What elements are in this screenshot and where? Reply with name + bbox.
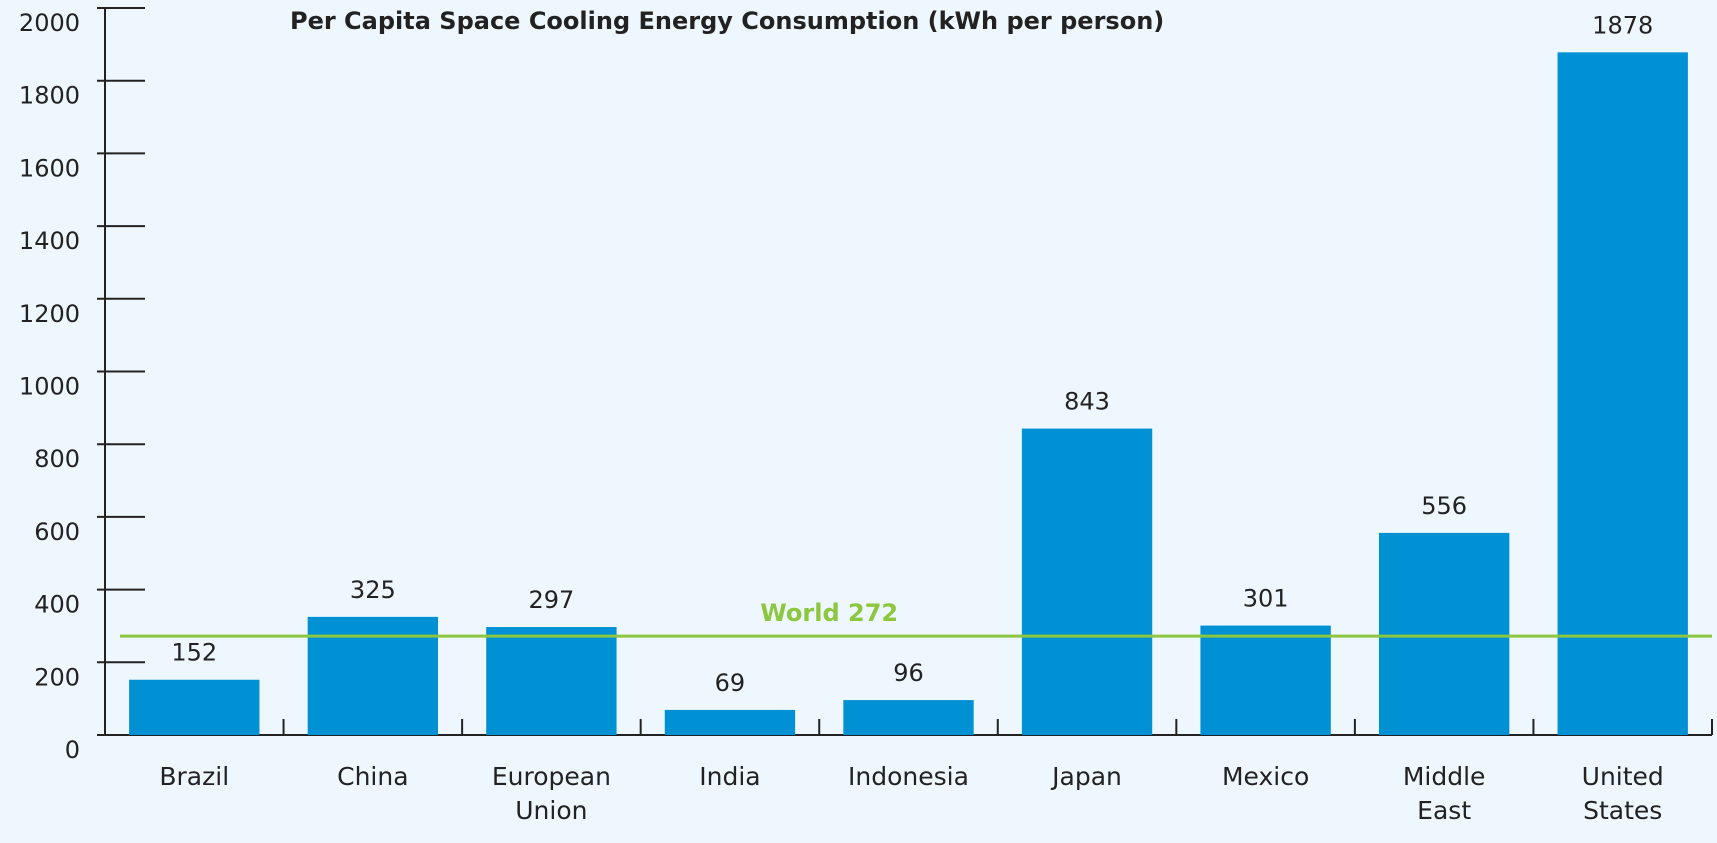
x-tick-label: United States — [1581, 762, 1664, 825]
value-label: 843 — [1064, 388, 1110, 416]
x-tick-label: Indonesia — [848, 762, 969, 791]
y-tick-label: 1800 — [19, 82, 80, 110]
x-tick-label: India — [699, 762, 761, 791]
x-tick-label: Brazil — [159, 762, 230, 791]
bar — [307, 616, 439, 735]
value-label: 69 — [715, 669, 746, 697]
bar — [1557, 52, 1688, 736]
x-tick-label: European Union — [491, 762, 611, 825]
bar — [1200, 625, 1331, 735]
bar — [486, 627, 617, 735]
y-tick-label: 200 — [34, 663, 80, 691]
bar — [1021, 428, 1153, 735]
bar — [664, 709, 796, 735]
y-tick-label: 1400 — [19, 227, 80, 255]
bar — [1378, 532, 1510, 735]
value-label: 297 — [528, 586, 574, 614]
x-tick-label: Japan — [1052, 762, 1122, 791]
x-tick-label: China — [337, 762, 409, 791]
y-tick-label: 600 — [34, 518, 80, 546]
bar — [129, 679, 260, 735]
y-tick-label: 800 — [34, 445, 80, 473]
y-tick-label: 400 — [34, 591, 80, 619]
x-tick-label: Middle East — [1402, 762, 1486, 825]
x-tick-label: Mexico — [1221, 762, 1310, 791]
bar — [843, 700, 974, 735]
value-label: 301 — [1243, 585, 1289, 613]
value-label: 556 — [1421, 492, 1467, 520]
reference-name: World — [760, 599, 839, 627]
value-label: 96 — [893, 659, 924, 687]
chart-title: Per Capita Space Cooling Energy Consumpt… — [290, 7, 1164, 35]
value-label: 1878 — [1592, 11, 1653, 39]
value-label: 325 — [350, 576, 396, 604]
y-tick-label: 0 — [65, 736, 80, 764]
y-tick-label: 2000 — [19, 9, 80, 37]
y-tick-label: 1600 — [19, 154, 80, 182]
reference-value: 272 — [848, 599, 898, 627]
y-tick-label: 1000 — [19, 373, 80, 401]
reference-label: World 272 — [760, 599, 898, 627]
y-tick-label: 1200 — [19, 300, 80, 328]
value-label: 152 — [171, 639, 217, 667]
